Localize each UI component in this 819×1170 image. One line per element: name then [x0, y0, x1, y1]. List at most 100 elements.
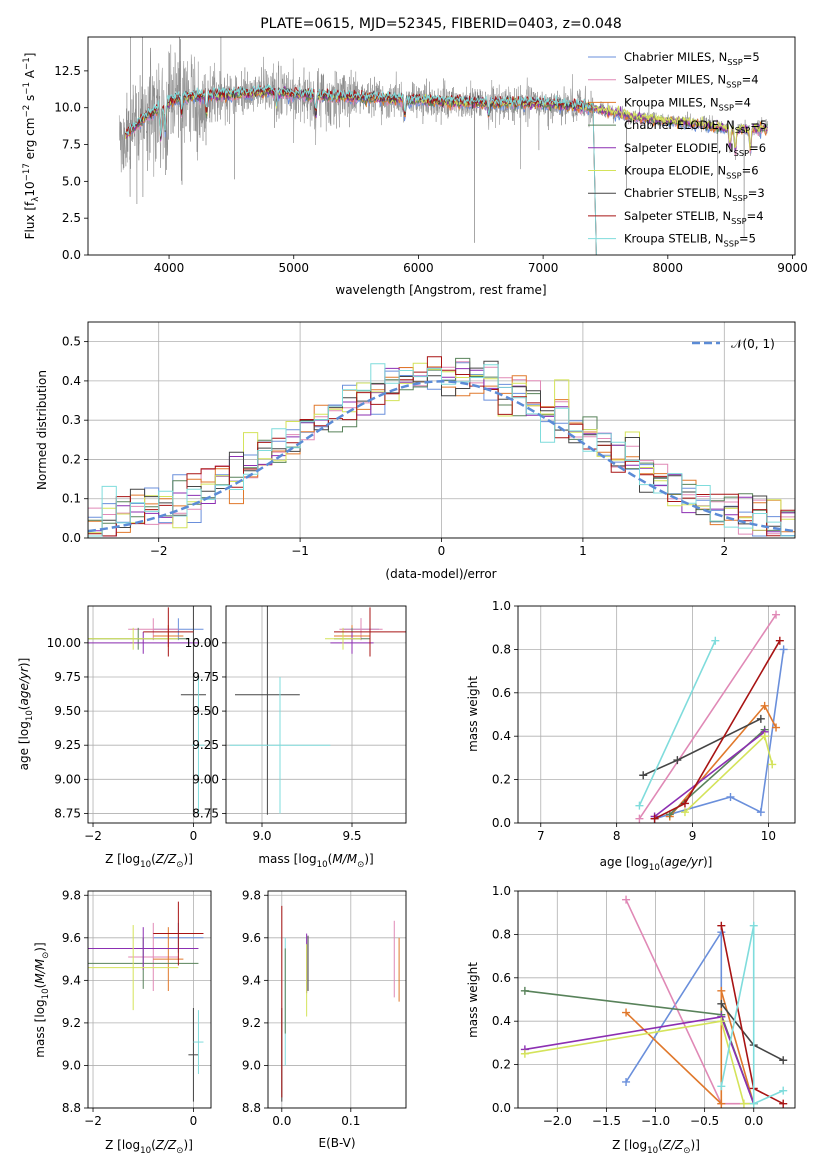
y-tick-label: 7.5: [62, 138, 81, 152]
y-tick-label: 9.2: [62, 1016, 81, 1030]
x-tick-label: 8: [613, 829, 621, 843]
x-tick-label: 0: [190, 829, 198, 843]
y-tick-label: 12.5: [54, 64, 81, 78]
weight-marker: [520, 986, 529, 995]
y-tick-label: 0.0: [492, 816, 511, 830]
y-tick-label: 9.4: [62, 973, 81, 987]
x-tick-label: 0.0: [272, 1114, 291, 1128]
weight-marker: [717, 986, 726, 995]
y-tick-label: 2.5: [62, 211, 81, 225]
y-tick-label: 9.8: [62, 888, 81, 902]
y-tick-label: 0.4: [492, 1014, 511, 1028]
axes-weight_vs_Z: −2.0 −1.5 −1.0 −0.5 0.0 0.0 0.2 0.4 0.6 0.8 1.0 Z […: [466, 884, 796, 1156]
errorbar-point: [193, 1010, 204, 1074]
y-tick-label: 8.8: [62, 1101, 81, 1115]
y-tick-label: 10.00: [47, 636, 81, 650]
y-axis-label: age [log10(age/yr)]: [17, 658, 35, 771]
weight-line-salpeter-elodie: [654, 731, 766, 818]
axes-frame: [225, 605, 407, 824]
plot-area-residuals: [88, 322, 795, 538]
weight-line-chabrier-miles: [654, 649, 785, 820]
y-tick-label: 0.0: [492, 1101, 511, 1115]
x-axis-label: age [log10(age/yr)]: [600, 855, 713, 873]
x-tick-label: −1: [291, 544, 309, 558]
weight-marker: [749, 1099, 758, 1108]
legend-entry: Chabrier MILES, NSSP=5: [624, 50, 760, 67]
y-tick-label: 9.50: [192, 704, 219, 718]
y-tick-label: 9.6: [62, 931, 81, 945]
y-tick-label: 0.2: [492, 773, 511, 787]
x-tick-label: 9: [689, 829, 697, 843]
residuals-xlabel: (data-model)/error: [385, 567, 496, 581]
y-tick-label: 0.8: [492, 927, 511, 941]
y-tick-label: 9.25: [54, 738, 81, 752]
weight-marker: [639, 771, 648, 780]
y-tick-label: 0.5: [62, 335, 81, 349]
weight-marker: [756, 808, 765, 817]
histogram-kroupa-stelib: [88, 363, 795, 538]
errorbar-point: [180, 606, 206, 815]
axes-frame: [87, 890, 212, 1109]
weight-marker: [622, 895, 631, 904]
errorbar-point: [325, 627, 361, 650]
plot-area-age_vs_mass: [226, 606, 406, 823]
axes-frame: [517, 890, 796, 1109]
errorbar-point: [88, 925, 179, 1011]
y-tick-label: 8.75: [54, 806, 81, 820]
legend-entry: Salpeter MILES, NSSP=4: [624, 73, 759, 90]
errorbar-point: [235, 606, 300, 815]
weight-marker: [779, 1086, 788, 1095]
errorbar-point: [128, 922, 179, 991]
weight-line-kroupa-elodie: [524, 1020, 754, 1105]
y-tick-label: 0.0: [62, 531, 81, 545]
weight-marker: [779, 1099, 788, 1108]
weight-line-kroupa-stelib: [720, 925, 784, 1105]
axes-residuals: −2 −1 0 1 2 0.0 0.1 0.2 0.3 0.4 0.5 𝒩(0, 1) (data-mo…: [35, 321, 796, 581]
y-tick-label: 9.50: [54, 704, 81, 718]
weight-marker: [760, 732, 769, 741]
weight-marker: [760, 701, 769, 710]
histogram-salpeter-stelib: [88, 356, 795, 538]
y-tick-label: 0.3: [62, 413, 81, 427]
x-tick-label: −0.5: [690, 1114, 719, 1128]
x-axis-label: Z [log10(Z/Z⊙)]: [105, 1138, 193, 1156]
x-tick-label: 0.1: [341, 1114, 360, 1128]
legend-entry: Chabrier STELIB, NSSP=3: [624, 186, 765, 203]
axes-frame: [87, 321, 796, 539]
spectrum-xlabel: wavelength [Angstrom, rest frame]: [335, 283, 546, 297]
weight-marker: [739, 1099, 748, 1108]
spectrum-title: PLATE=0615, MJD=52345, FIBERID=0403, z=0…: [260, 16, 622, 32]
y-tick-label: 0.6: [492, 686, 511, 700]
x-tick-label: 4000: [154, 261, 185, 275]
x-axis-label: E(B-V): [318, 1136, 355, 1150]
errorbar-point: [229, 676, 331, 814]
y-tick-label: 0.4: [492, 729, 511, 743]
weight-line-chabrier-miles: [625, 929, 723, 1083]
axes-weight_vs_age: 7 8 9 10 0.0 0.2 0.4 0.6 0.8 1.0 age [log10(age/yr…: [466, 599, 796, 873]
y-tick-label: 9.00: [192, 772, 219, 786]
weight-marker: [717, 1082, 726, 1091]
x-tick-label: −2.0: [543, 1114, 572, 1128]
x-tick-label: 5000: [278, 261, 309, 275]
weight-marker: [772, 723, 781, 732]
plot-area-weight_vs_age: [518, 606, 795, 823]
normal-curve: [88, 380, 795, 533]
axes-frame: [517, 605, 796, 824]
x-tick-label: 10: [761, 829, 776, 843]
weight-marker: [635, 801, 644, 810]
axes-age_vs_Z: −2 0 8.75 9.00 9.25 9.50 9.75 10.00 Z [log10(Z/Z…: [17, 605, 212, 870]
errorbar-point: [88, 631, 199, 654]
errorbar-point: [143, 607, 194, 657]
y-tick-label: 8.8: [242, 1101, 261, 1115]
x-tick-label: 6000: [403, 261, 434, 275]
weight-marker: [622, 1008, 631, 1017]
x-tick-label: −2: [84, 1114, 102, 1128]
weight-marker: [673, 756, 682, 765]
x-axis-label: mass [log10(M/M⊙)]: [258, 852, 373, 870]
x-axis-label: Z [log10(Z/Z⊙)]: [105, 852, 193, 870]
weight-marker: [717, 921, 726, 930]
legend-entry: Chabrier ELODIE, NSSP=5: [624, 118, 767, 135]
x-tick-label: 7000: [528, 261, 559, 275]
weight-marker: [711, 636, 720, 645]
